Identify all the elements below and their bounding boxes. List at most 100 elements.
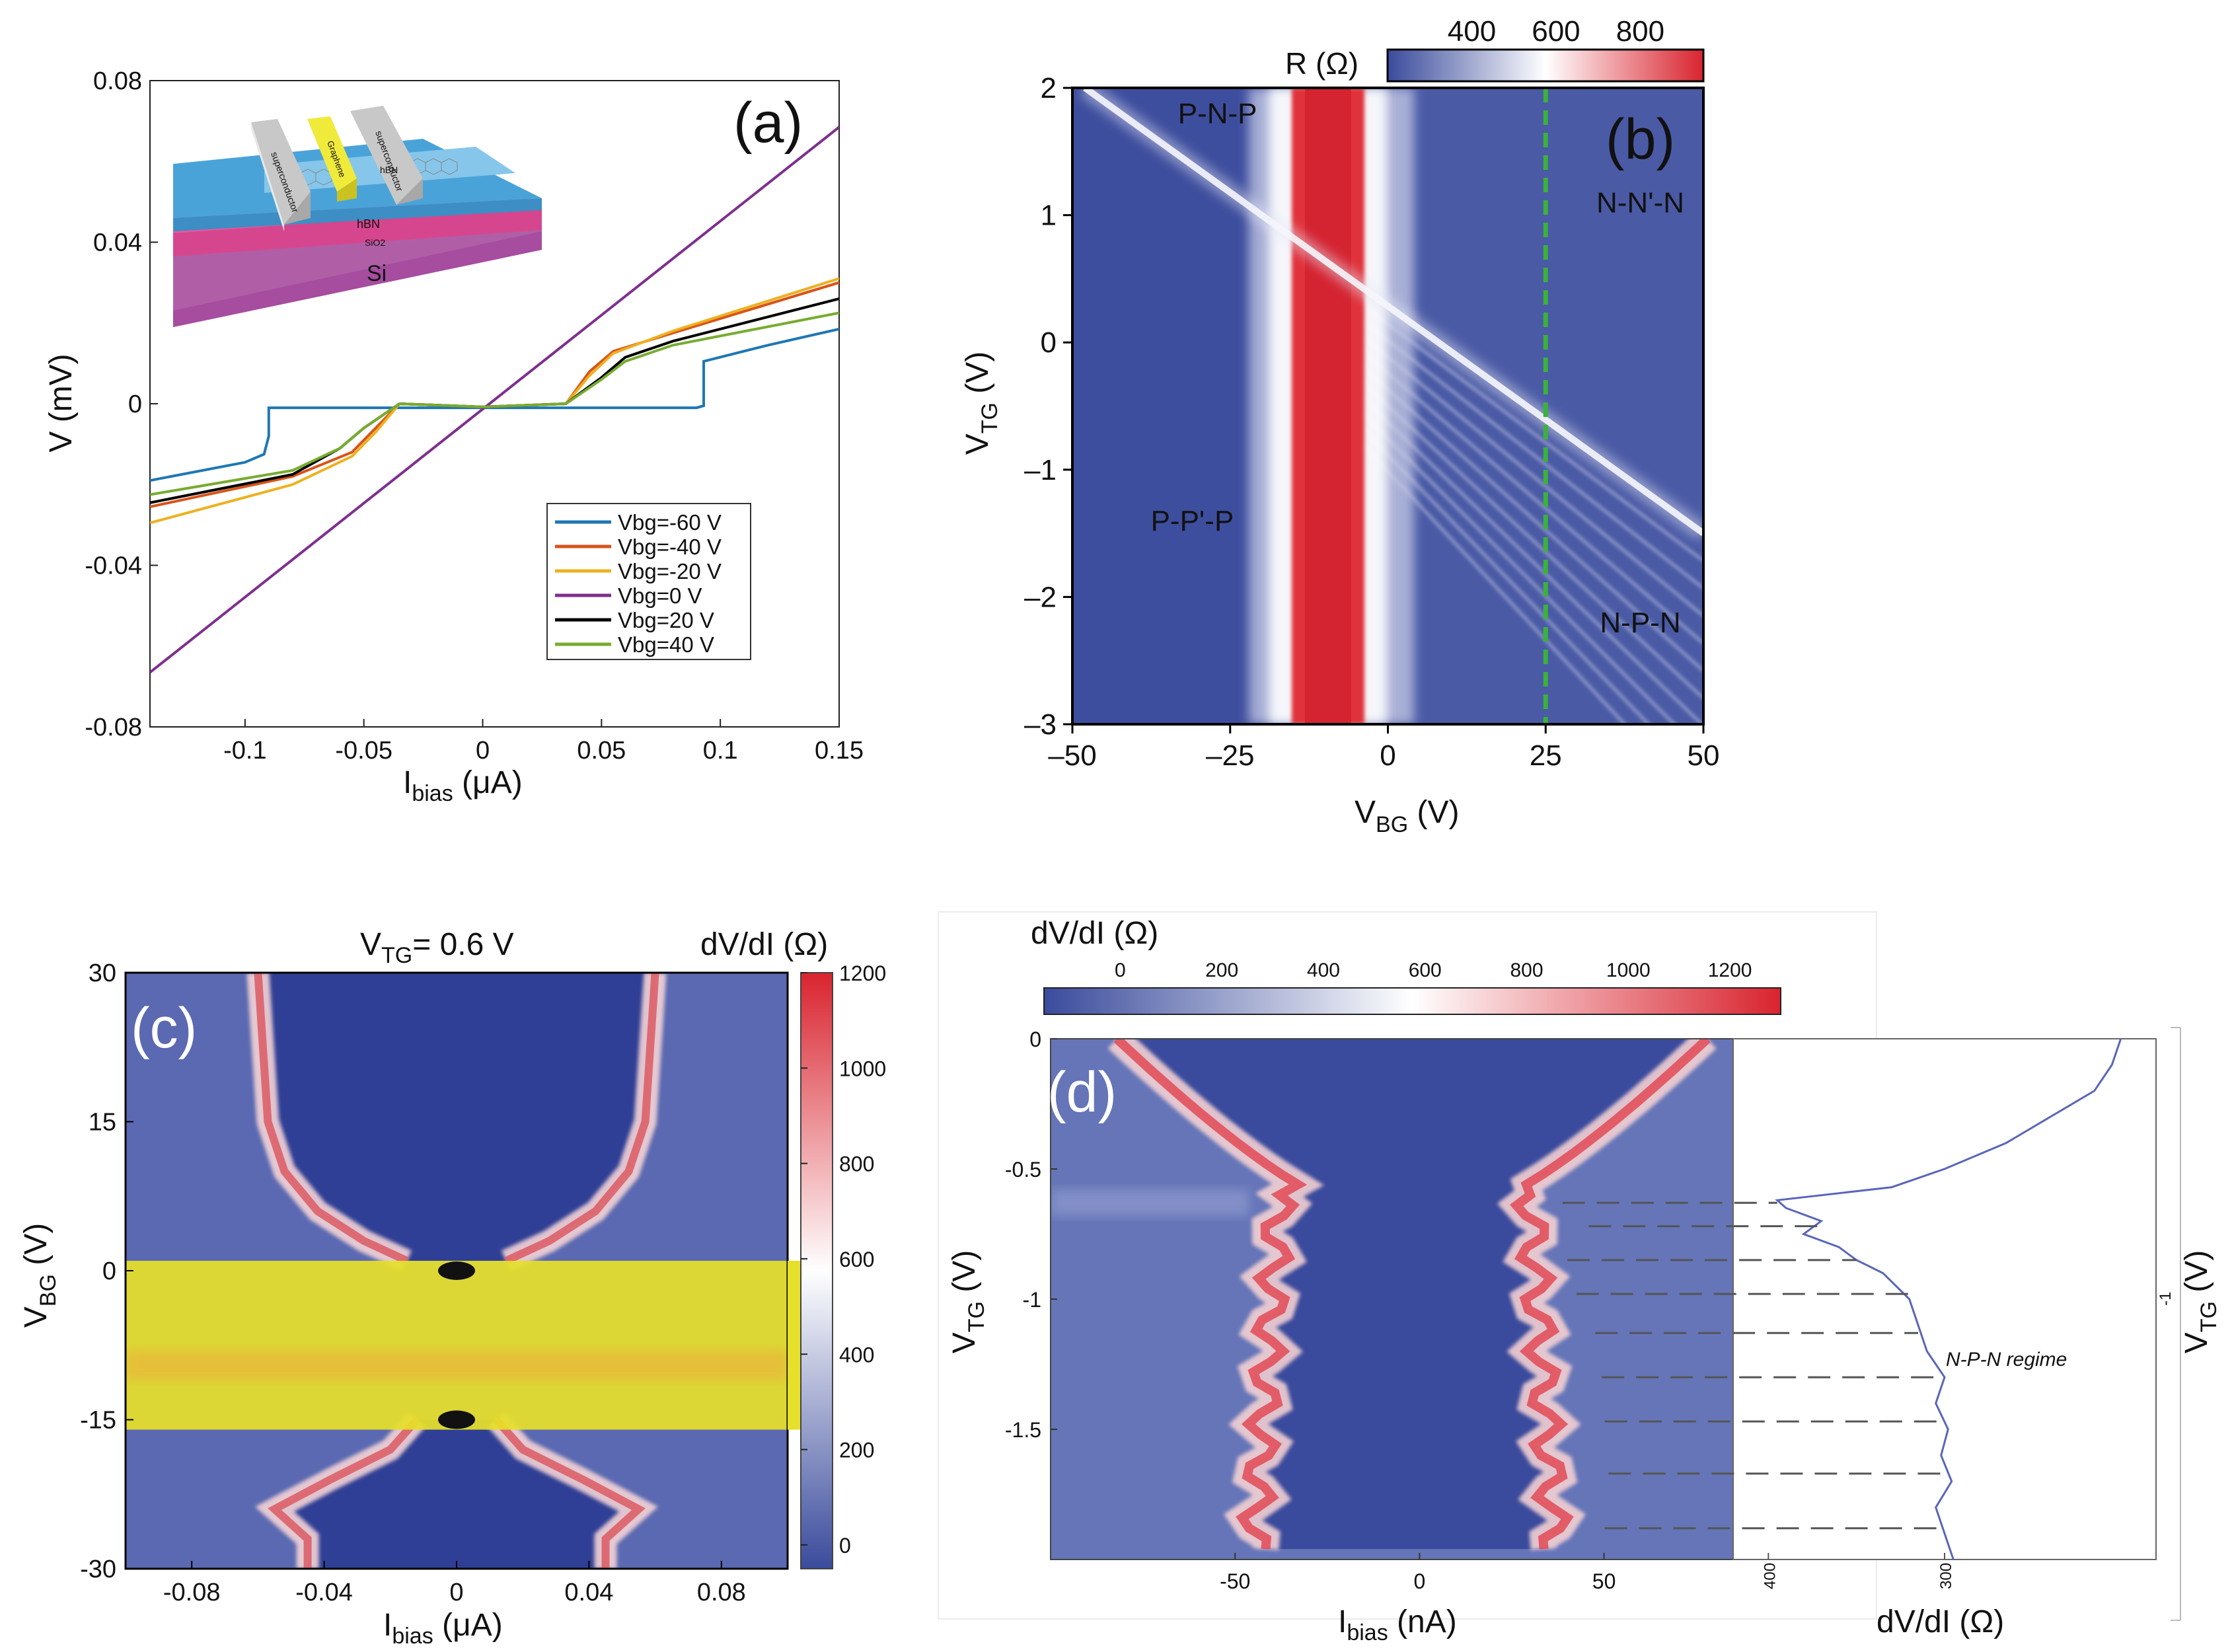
- y-tick-label: 30: [89, 959, 116, 987]
- x-tick-label: 0: [476, 737, 490, 765]
- panel-d-xlabel-unit: (nA): [1388, 1604, 1457, 1639]
- panel-d-ylabel-unit: (V): [947, 1250, 982, 1301]
- right-y-tick-label: -1: [2157, 1292, 2175, 1306]
- panel-a-ticks: -0.1 -0.05 0 0.05 0.1 0.15 0.08 0.04 0 -0.04 -0.08: [85, 67, 864, 765]
- panel-c-xlabel-unit: (μA): [433, 1608, 503, 1643]
- panel-d-colorbar-label: dV/dI (Ω): [1031, 916, 1158, 951]
- x-tick-label: -0.1: [223, 737, 266, 765]
- x-tick-label: 0: [1413, 1569, 1425, 1593]
- panel-b-xlabel-main: V: [1355, 795, 1376, 830]
- panel-c-xlabel-sub: bias: [392, 1624, 433, 1649]
- side-x-tick-label: 300: [1937, 1563, 1955, 1589]
- y-tick-label: 0: [1029, 1028, 1041, 1051]
- x-tick-label: –50: [1048, 739, 1096, 772]
- panel-c-xlabel-main: I: [383, 1608, 392, 1643]
- y-tick-label: 1: [1041, 200, 1057, 232]
- y-tick-label: –1: [1024, 454, 1057, 486]
- panel-d-right-ylabel-unit: (V): [2179, 1250, 2214, 1301]
- streak: [1355, 437, 1627, 724]
- panel-a-xlabel: Ibias (μA): [403, 765, 523, 806]
- colorbar-tick-label: 400: [839, 1343, 874, 1367]
- panel-b-ylabel-main: V: [960, 433, 995, 455]
- colorbar-tick-label: 1000: [839, 1057, 886, 1080]
- panel-d-ticks: -50 0 50 0 -0.5 -1 -1.5 400 300 -1: [1005, 1028, 2175, 1593]
- panel-d-side-plot: [1732, 1038, 2157, 1560]
- x-tick-label: 0.08: [697, 1579, 746, 1606]
- panel-a-xlabel-sub: bias: [412, 781, 453, 806]
- x-tick-label: 0.15: [815, 737, 864, 765]
- region-label: N-N'-N: [1596, 186, 1684, 219]
- panel-a-ylabel: V (mV): [44, 354, 79, 452]
- y-tick-label: 0: [102, 1258, 116, 1285]
- panel-d-annotation: N-P-N regime: [1946, 1349, 2067, 1370]
- y-tick-label: –2: [1024, 581, 1057, 613]
- y-tick-label: -0.04: [85, 552, 142, 580]
- region-label: N-P-N: [1600, 607, 1680, 639]
- streak: [1355, 330, 1703, 617]
- panel-c-minimum-top: [438, 1261, 475, 1280]
- panel-c-ylabel-main: V: [19, 1306, 54, 1328]
- panel-d-ylabel: VTG (V): [947, 1250, 989, 1354]
- colorbar-tick-label: 800: [839, 1152, 874, 1176]
- panel-c-edge-top: [254, 973, 659, 1265]
- inset-label-si: Si: [367, 261, 387, 286]
- panel-c-gap-top: [258, 973, 655, 1261]
- panel-c-heatmap: [126, 973, 788, 1569]
- panel-c-colorbar: [800, 972, 833, 1569]
- panel-c-ylabel: VBG (V): [19, 1223, 61, 1328]
- x-tick-label: -0.04: [295, 1579, 353, 1606]
- panel-c-edge-bottom: [268, 1417, 646, 1569]
- panel-b-label: (b): [1606, 108, 1675, 171]
- inset-label-hbn-top: hBN: [380, 165, 398, 175]
- panel-c-title: VTG= 0.6 V: [360, 927, 514, 968]
- panel-d-ylabel-sub: TG: [964, 1301, 989, 1332]
- panel-c-highlight-band: [126, 1260, 788, 1430]
- streak: [1355, 422, 1651, 724]
- y-tick-label: -1.5: [1005, 1418, 1041, 1442]
- colorbar-tick-label: 400: [1448, 15, 1496, 48]
- colorbar-tick-label: 800: [1616, 15, 1664, 48]
- inset-label-sio2: SiO2: [365, 237, 385, 248]
- y-tick-label: -15: [80, 1407, 116, 1435]
- panel-d: dV/dI (Ω) 0 200 400 600 800 1000 1200 -50 0 500-…: [938, 911, 2221, 1645]
- panel-d-ylabel-main: V: [947, 1332, 982, 1353]
- colorbar-tick-label: 600: [1532, 15, 1580, 48]
- x-tick-label: 50: [1592, 1569, 1616, 1593]
- colorbar-tick-label: 600: [839, 1248, 874, 1271]
- streak: [1355, 391, 1703, 724]
- x-tick-label: 0.04: [564, 1579, 613, 1606]
- y-tick-label: -1: [1023, 1288, 1041, 1312]
- panel-d-right-ylabel: VTG (V): [2179, 1250, 2221, 1354]
- panel-d-colorbar-ticks: 0 200 400 600 800 1000 1200: [1115, 959, 1752, 981]
- y-tick-label: 0: [128, 391, 142, 418]
- panel-d-xlabel-main: I: [1338, 1604, 1347, 1639]
- panel-b-streaks: [1355, 299, 1703, 724]
- panel-c-gap-bottom: [274, 1419, 639, 1569]
- colorbar-tick-label: 0: [839, 1534, 851, 1558]
- panel-d-edge-right: [1509, 1039, 1711, 1550]
- colorbar-tick-label: 800: [1510, 959, 1543, 981]
- panel-b-ylabel-sub: TG: [977, 402, 1002, 433]
- panel-c-colorbar-label: dV/dI (Ω): [700, 927, 828, 962]
- panel-a-label: (a): [733, 91, 803, 155]
- panel-d-heatmap: [1051, 1039, 1733, 1559]
- panel-a-series: [150, 126, 839, 674]
- panel-b-ylabel-unit: (V): [960, 352, 995, 402]
- legend-entry: Vbg=-40 V: [618, 535, 722, 559]
- side-x-tick-label: 400: [1761, 1563, 1779, 1589]
- panel-d-right-ylabel-main: V: [2179, 1332, 2214, 1353]
- y-tick-label: -0.5: [1005, 1158, 1041, 1182]
- y-tick-label: 0: [1041, 326, 1057, 359]
- x-tick-label: 0: [449, 1579, 463, 1606]
- streak: [1355, 345, 1703, 645]
- legend-entry: Vbg=0 V: [618, 583, 702, 608]
- colorbar-tick-label: 400: [1307, 959, 1340, 981]
- x-tick-label: -0.05: [335, 737, 392, 765]
- streak: [1355, 375, 1703, 700]
- x-tick-label: 0: [1380, 739, 1395, 772]
- x-tick-label: 50: [1688, 739, 1720, 772]
- panel-c-band-core: [126, 1350, 788, 1380]
- streak: [1355, 360, 1703, 672]
- colorbar-tick-label: 1200: [839, 961, 886, 985]
